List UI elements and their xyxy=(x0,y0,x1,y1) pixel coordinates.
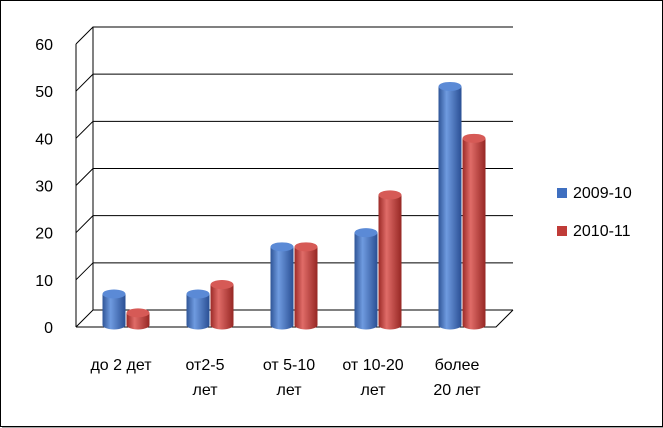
x-tick-label: до 2 дет xyxy=(90,357,152,374)
grid-layer xyxy=(75,26,514,328)
x-tick-label: от2-5 xyxy=(186,357,225,374)
bar-top xyxy=(294,242,318,252)
y-tick-label: 30 xyxy=(35,179,53,196)
y-tick-label: 20 xyxy=(35,226,53,243)
gridline xyxy=(75,73,513,92)
y-tick-label: 40 xyxy=(35,131,53,148)
bar-body xyxy=(462,138,486,330)
bar-top xyxy=(438,81,462,91)
bar xyxy=(438,81,462,330)
y-tick-label: 60 xyxy=(35,37,53,54)
y-axis-labels: 0 10 20 30 40 50 60 xyxy=(35,37,53,337)
legend-label: 2010-11 xyxy=(573,223,631,240)
gridline xyxy=(75,26,513,45)
bar-body xyxy=(378,194,402,330)
legend: 2009-10 2010-11 xyxy=(557,185,632,240)
y-tick-label: 0 xyxy=(44,320,53,337)
bar-top xyxy=(462,133,486,143)
bar xyxy=(270,242,294,330)
gridline xyxy=(75,215,513,234)
bar xyxy=(354,228,378,330)
x-tick-label: от 10-20 xyxy=(342,357,403,374)
gridline xyxy=(75,168,513,186)
bar-top xyxy=(354,228,378,238)
legend-label: 2009-10 xyxy=(573,185,632,202)
bar-body xyxy=(354,232,378,330)
bar xyxy=(102,289,126,330)
x-tick-label: лет xyxy=(360,382,386,399)
category-labels: до 2 дет от2-5 лет от 5-10 лет от 10-20 лет бол… xyxy=(90,357,481,399)
x-tick-label: лет xyxy=(192,382,218,399)
x-tick-label: лет xyxy=(276,382,302,399)
bar-top xyxy=(126,308,150,318)
bar-body xyxy=(126,312,150,330)
y-tick-label: 10 xyxy=(35,273,53,290)
bar-body xyxy=(210,284,234,330)
gridline xyxy=(75,120,513,139)
bar xyxy=(210,280,234,330)
bar-body xyxy=(294,246,318,330)
bar-body xyxy=(270,246,294,330)
legend-swatch xyxy=(557,188,567,198)
bars-layer xyxy=(102,81,486,330)
bar-body xyxy=(438,86,462,330)
bar-top xyxy=(186,289,210,299)
y-tick-label: 50 xyxy=(35,84,53,101)
x-tick-label: более xyxy=(435,357,480,374)
x-tick-label: от 5-10 xyxy=(263,357,315,374)
bar-top xyxy=(210,280,234,290)
bar xyxy=(462,133,486,330)
bar xyxy=(126,308,150,330)
bar-top xyxy=(270,242,294,252)
bar-top xyxy=(102,289,126,299)
legend-swatch xyxy=(557,226,567,236)
bar xyxy=(378,190,402,330)
bar xyxy=(294,242,318,330)
bar xyxy=(186,289,210,330)
bar-body xyxy=(186,293,210,330)
bar-body xyxy=(102,293,126,330)
bar-top xyxy=(378,190,402,200)
x-tick-label: 20 лет xyxy=(433,382,481,399)
